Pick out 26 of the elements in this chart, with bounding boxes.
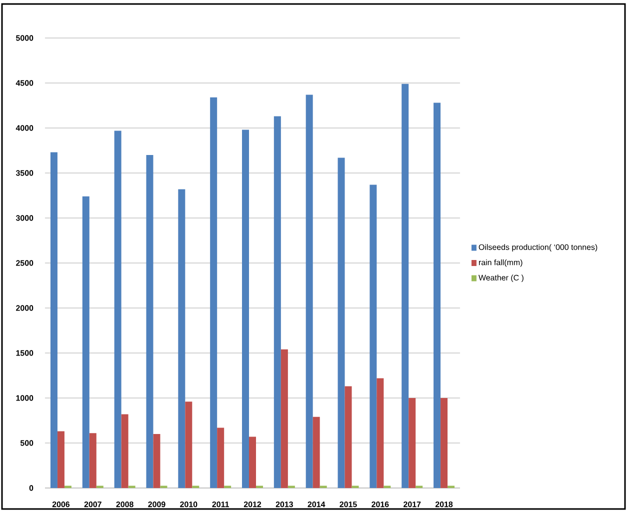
bar bbox=[338, 158, 345, 488]
bar bbox=[217, 428, 224, 488]
bar bbox=[185, 402, 192, 488]
bar bbox=[306, 94, 313, 488]
bar bbox=[274, 116, 281, 488]
bar bbox=[178, 189, 186, 488]
bar bbox=[242, 130, 250, 488]
bar bbox=[146, 155, 154, 488]
bar bbox=[312, 416, 320, 488]
bar bbox=[370, 184, 377, 488]
bar bbox=[210, 97, 218, 488]
bar bbox=[344, 386, 352, 488]
bar bbox=[376, 378, 384, 488]
bar bbox=[57, 431, 64, 488]
bar bbox=[280, 349, 288, 488]
bar bbox=[82, 196, 90, 488]
bar bbox=[249, 436, 256, 488]
bar bbox=[153, 434, 160, 488]
bar bbox=[408, 398, 416, 488]
bar bbox=[114, 130, 122, 488]
bar bbox=[121, 414, 128, 488]
bar bbox=[440, 398, 448, 488]
bar bbox=[50, 152, 58, 488]
bar bbox=[402, 84, 409, 488]
bar bbox=[89, 433, 96, 488]
bar bbox=[434, 102, 441, 488]
